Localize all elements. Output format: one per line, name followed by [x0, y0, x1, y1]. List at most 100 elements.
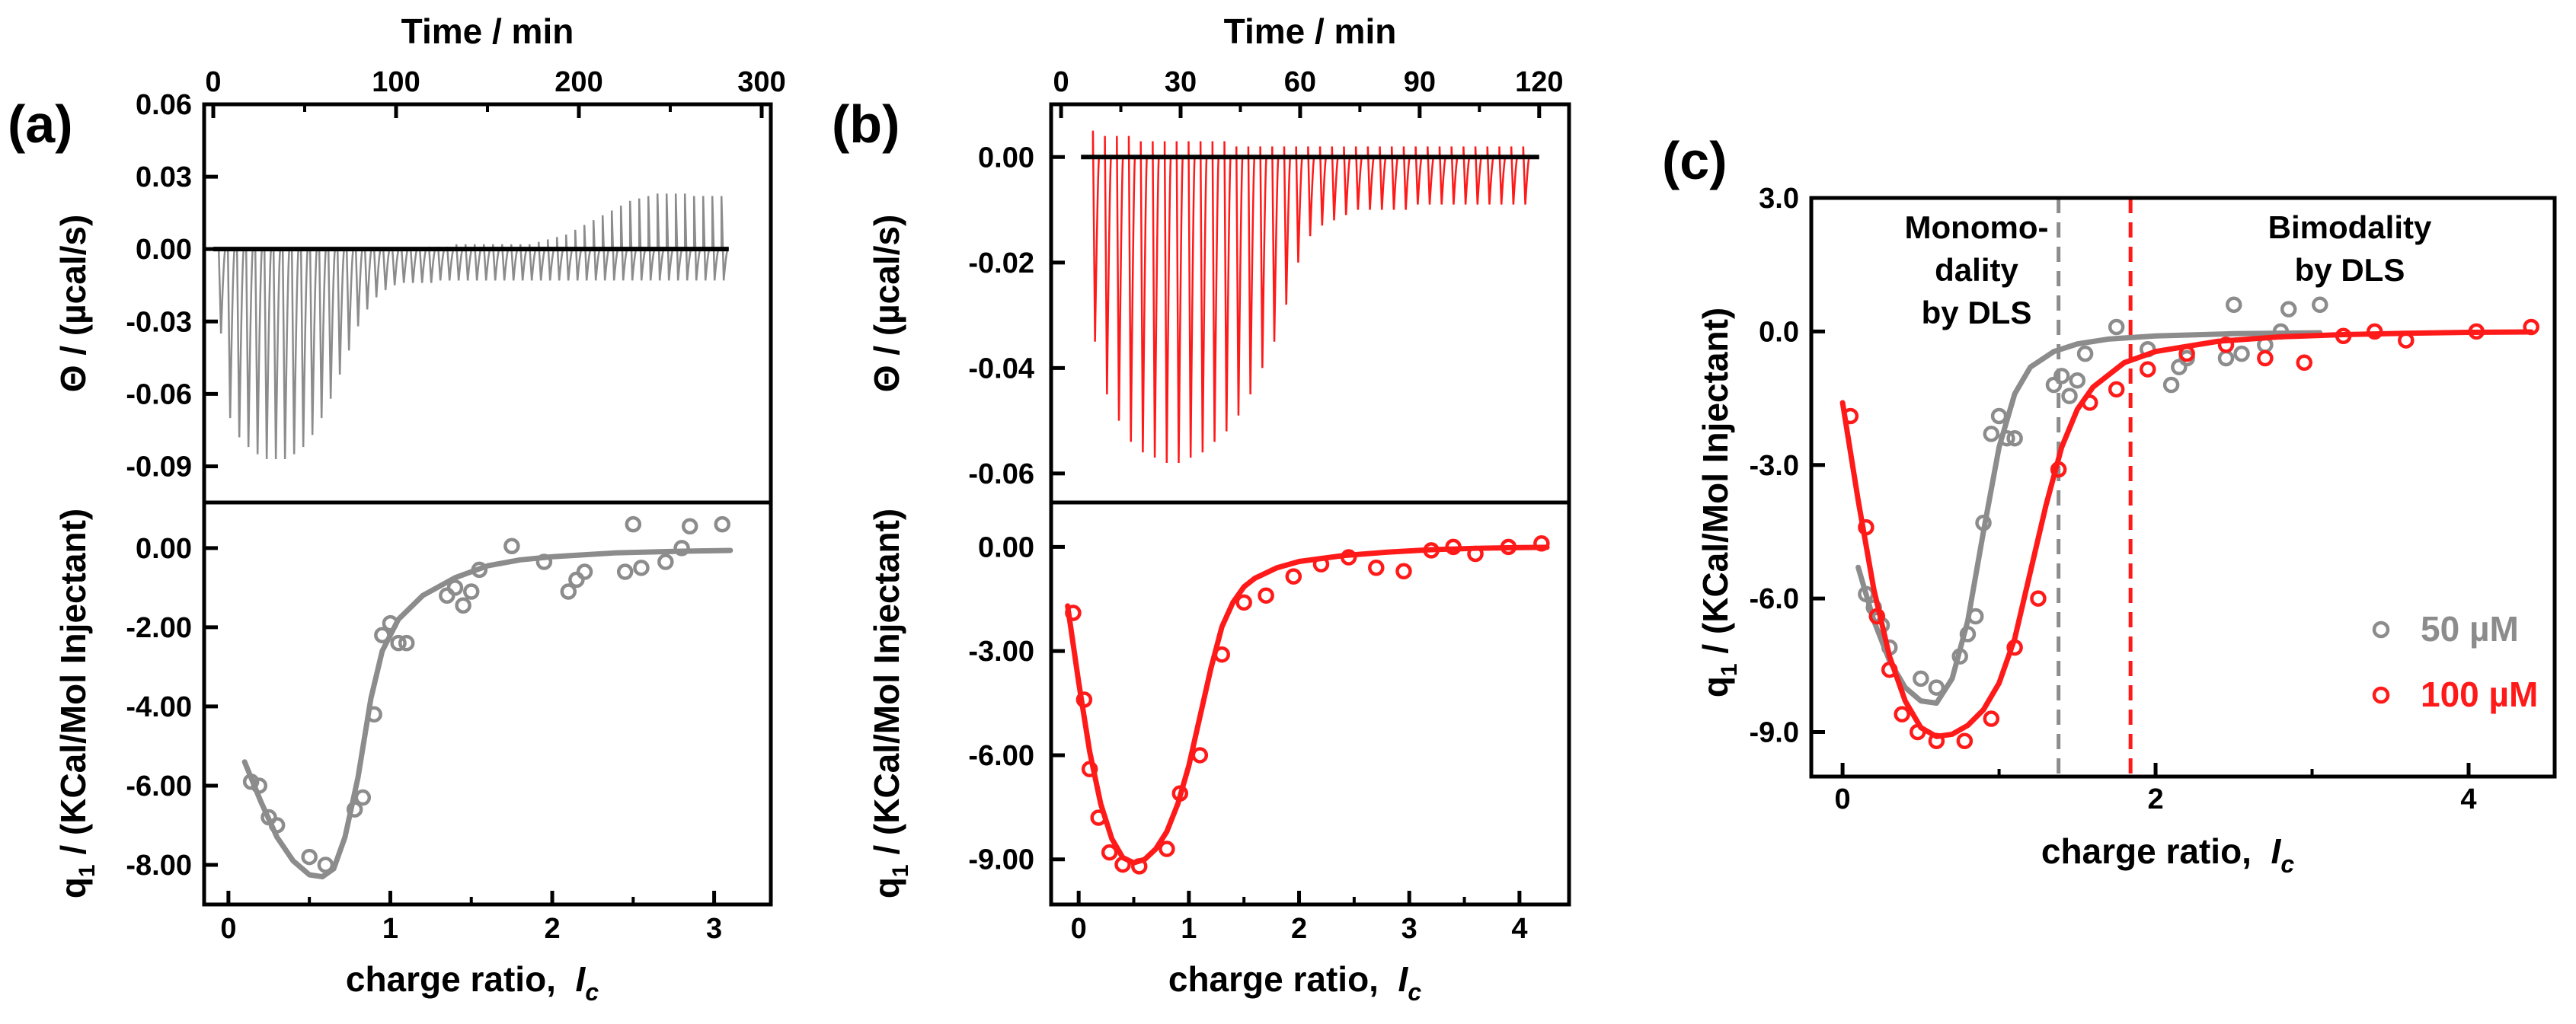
y-tick-label: -0.09 [126, 451, 192, 483]
x-axis-label: charge ratio, Ic [2041, 831, 2294, 878]
x-label-text: charge ratio, [1168, 959, 1398, 999]
data-point [560, 583, 577, 600]
data-point [1235, 594, 1252, 611]
x-tick-label: 3 [706, 913, 722, 945]
data-point [1500, 538, 1517, 556]
data-point [268, 817, 286, 834]
data-point [317, 857, 334, 873]
data-point [1999, 429, 2015, 447]
legend-label: 50 µM [2421, 609, 2519, 649]
isotherm-panel-1: 0 1 2 3 0.00 -2.00 -4.00 -6.00 -8.00 charge ratio… [53, 500, 773, 1006]
y-tick-label: -6.0 [1750, 583, 1799, 615]
y-label-rest: / (KCal/Mol Injectant) [1695, 308, 1735, 664]
thermogram-panel-2: 0 30 60 90 120 0.00 -0.02 -0.04 -0.06 Time / min Θ… [832, 11, 1571, 505]
x-label-subscript: c [2280, 850, 2294, 878]
data-point [1894, 706, 1910, 723]
y-label-rest: / (KCal/Mol Injectant) [53, 509, 93, 865]
data-point [455, 597, 471, 614]
y-label-sub: 1 [888, 864, 913, 877]
x-tick-label: 100 [372, 66, 420, 98]
y-tick-label: 0.0 [1759, 316, 1799, 348]
data-point [1881, 661, 1898, 678]
x-label-subscript: c [585, 978, 599, 1006]
y-tick-label: -2.00 [126, 612, 192, 644]
data-point [2226, 296, 2242, 314]
data-point [535, 553, 553, 570]
data-point [1258, 587, 1274, 604]
data-point [354, 789, 372, 806]
x-tick-label: 2 [544, 913, 560, 945]
x-label-text: charge ratio, [346, 959, 576, 999]
data-point [673, 540, 690, 557]
panel-label: (a) [8, 94, 73, 154]
data-point [1909, 723, 1926, 741]
data-point [1081, 761, 1098, 777]
fit-curve [1855, 330, 2323, 707]
y-label-q: q [1695, 676, 1735, 697]
data-point [2108, 381, 2125, 398]
data-point [2296, 354, 2312, 372]
data-point [446, 579, 464, 596]
x-tick-label: 0 [220, 913, 236, 945]
data-point [2162, 376, 2180, 394]
x-tick-label: 60 [1284, 66, 1316, 98]
fit-curve [1839, 329, 2534, 739]
data-point [2030, 590, 2047, 607]
legend-marker [2372, 620, 2390, 639]
data-point [2076, 345, 2094, 362]
data-point [2045, 376, 2063, 394]
y-tick-label: -6.00 [126, 770, 192, 802]
fit-curve [1065, 544, 1550, 866]
y-tick-label: -9.00 [968, 844, 1034, 876]
data-point [681, 518, 698, 534]
x-tick-label: 0 [205, 66, 221, 98]
data-point [1858, 518, 1874, 536]
y-tick-label: 0.00 [136, 533, 192, 565]
thermogram-panel-0: 0 100 200 300 0.06 0.03 0.00 -0.03 -0.06 -0.09 Tim… [8, 11, 786, 505]
data-point [382, 614, 399, 632]
x-label-symbol: I [576, 959, 586, 999]
data-point [346, 801, 363, 818]
data-point [1191, 747, 1209, 764]
data-point [1075, 691, 1093, 708]
data-point [2171, 359, 2188, 375]
data-point [625, 515, 642, 533]
annotation-bimodality: by DLS [2295, 252, 2405, 288]
data-point [366, 706, 382, 723]
x-tick-label: 4 [2460, 783, 2476, 815]
x-axis-label: charge ratio, Ic [346, 959, 599, 1006]
series-0 [1065, 535, 1550, 875]
x-label-symbol: I [2271, 831, 2282, 871]
data-point [1423, 542, 1440, 559]
annotation-bimodality: Bimodality [2268, 209, 2432, 245]
y-tick-label: -6.00 [968, 740, 1034, 772]
x-axis-label: charge ratio, Ic [1168, 959, 1421, 1006]
isotherm-panel-4: 0 2 4 3.0 0.0 -3.0 -6.0 -9.0 charge ratio, Ic q1 … [1662, 131, 2557, 878]
series-0 [1855, 296, 2328, 707]
data-point [2233, 345, 2250, 362]
data-point [1533, 535, 1550, 552]
data-point [301, 848, 318, 866]
y-label-rest: / (KCal/Mol Injectant) [867, 509, 906, 865]
y-tick-label: -0.03 [126, 306, 192, 338]
data-point [390, 634, 407, 652]
x-tick-label: 200 [555, 66, 602, 98]
y-axis-label: q1 / (KCal/Mol Injectant) [867, 509, 913, 898]
data-point [1101, 844, 1118, 861]
data-point [374, 627, 391, 644]
data-point [2468, 323, 2485, 340]
legend-label: 100 µM [2421, 675, 2538, 714]
fit-curve [241, 547, 733, 880]
data-point [503, 538, 520, 554]
data-point [1975, 515, 1992, 531]
plot-frame [1049, 500, 1571, 907]
x-tick-label: 2 [2147, 783, 2163, 815]
y-tick-label: 0.00 [978, 142, 1034, 174]
data-point [1285, 568, 1302, 585]
data-point [1842, 407, 1859, 425]
isotherm-panel-3: 0 1 2 3 4 0.00 -3.00 -6.00 -9.00 charge ratio, Ic… [867, 500, 1571, 1006]
y-axis-label: q1 / (KCal/Mol Injectant) [1695, 308, 1742, 697]
data-point [2366, 323, 2383, 340]
data-point [2069, 372, 2086, 389]
y-label-sub: 1 [1717, 663, 1742, 676]
